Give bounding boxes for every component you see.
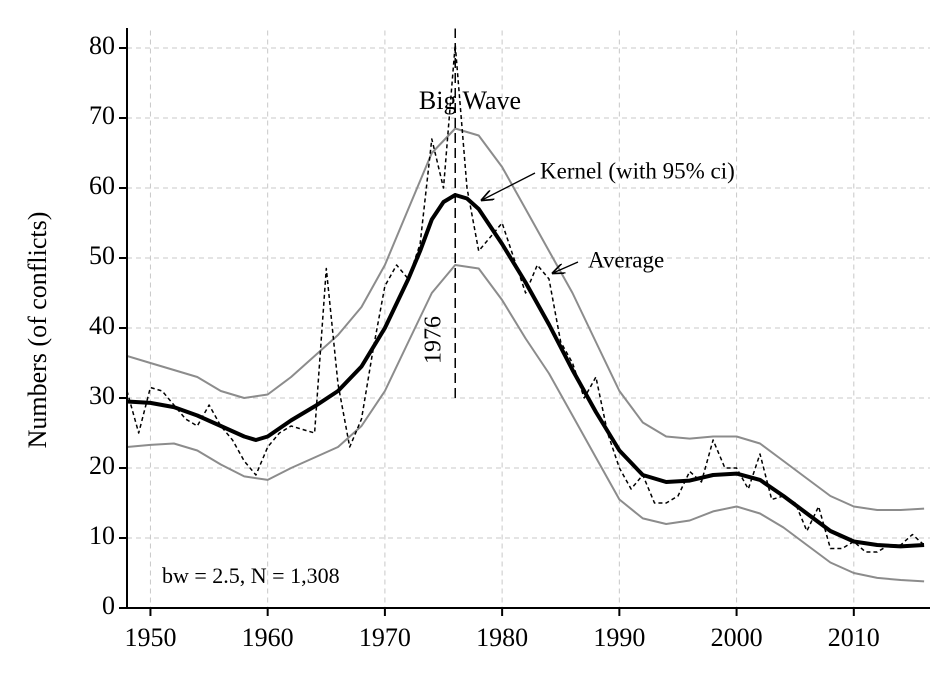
x-tick-label: 1980: [476, 623, 528, 652]
plot: [126, 28, 925, 583]
y-tick-label: 50: [89, 241, 115, 270]
annotation: bw = 2.5, N = 1,308: [162, 563, 340, 588]
x-tick-label: 1960: [242, 623, 294, 652]
x-tick-label: 2000: [711, 623, 763, 652]
y-tick-label: 70: [89, 101, 115, 130]
reference-label: 1976: [421, 316, 447, 364]
grid: [127, 30, 930, 608]
arrow: [553, 261, 579, 273]
x-tick-label: 2010: [828, 623, 880, 652]
series-line: [126, 193, 925, 549]
x-tick-label: 1970: [359, 623, 411, 652]
y-tick-label: 40: [89, 311, 115, 340]
y-tick-label: 20: [89, 451, 115, 480]
series-line: [126, 264, 925, 583]
arrow: [482, 172, 536, 200]
y-tick-label: 30: [89, 381, 115, 410]
annotation: Average: [588, 247, 664, 272]
series-line: [126, 43, 925, 553]
y-tick-label: 0: [102, 591, 115, 620]
y-tick-label: 60: [89, 171, 115, 200]
y-tick-label: 80: [89, 31, 115, 60]
annotation: Kernel (with 95% ci): [540, 158, 735, 183]
series-line: [126, 127, 925, 511]
x-tick-label: 1950: [124, 623, 176, 652]
y-axis-label: Numbers (of conflicts): [23, 212, 52, 449]
x-tick-label: 1990: [593, 623, 645, 652]
annotation: Big Wave: [419, 86, 521, 115]
y-tick-label: 10: [89, 521, 115, 550]
